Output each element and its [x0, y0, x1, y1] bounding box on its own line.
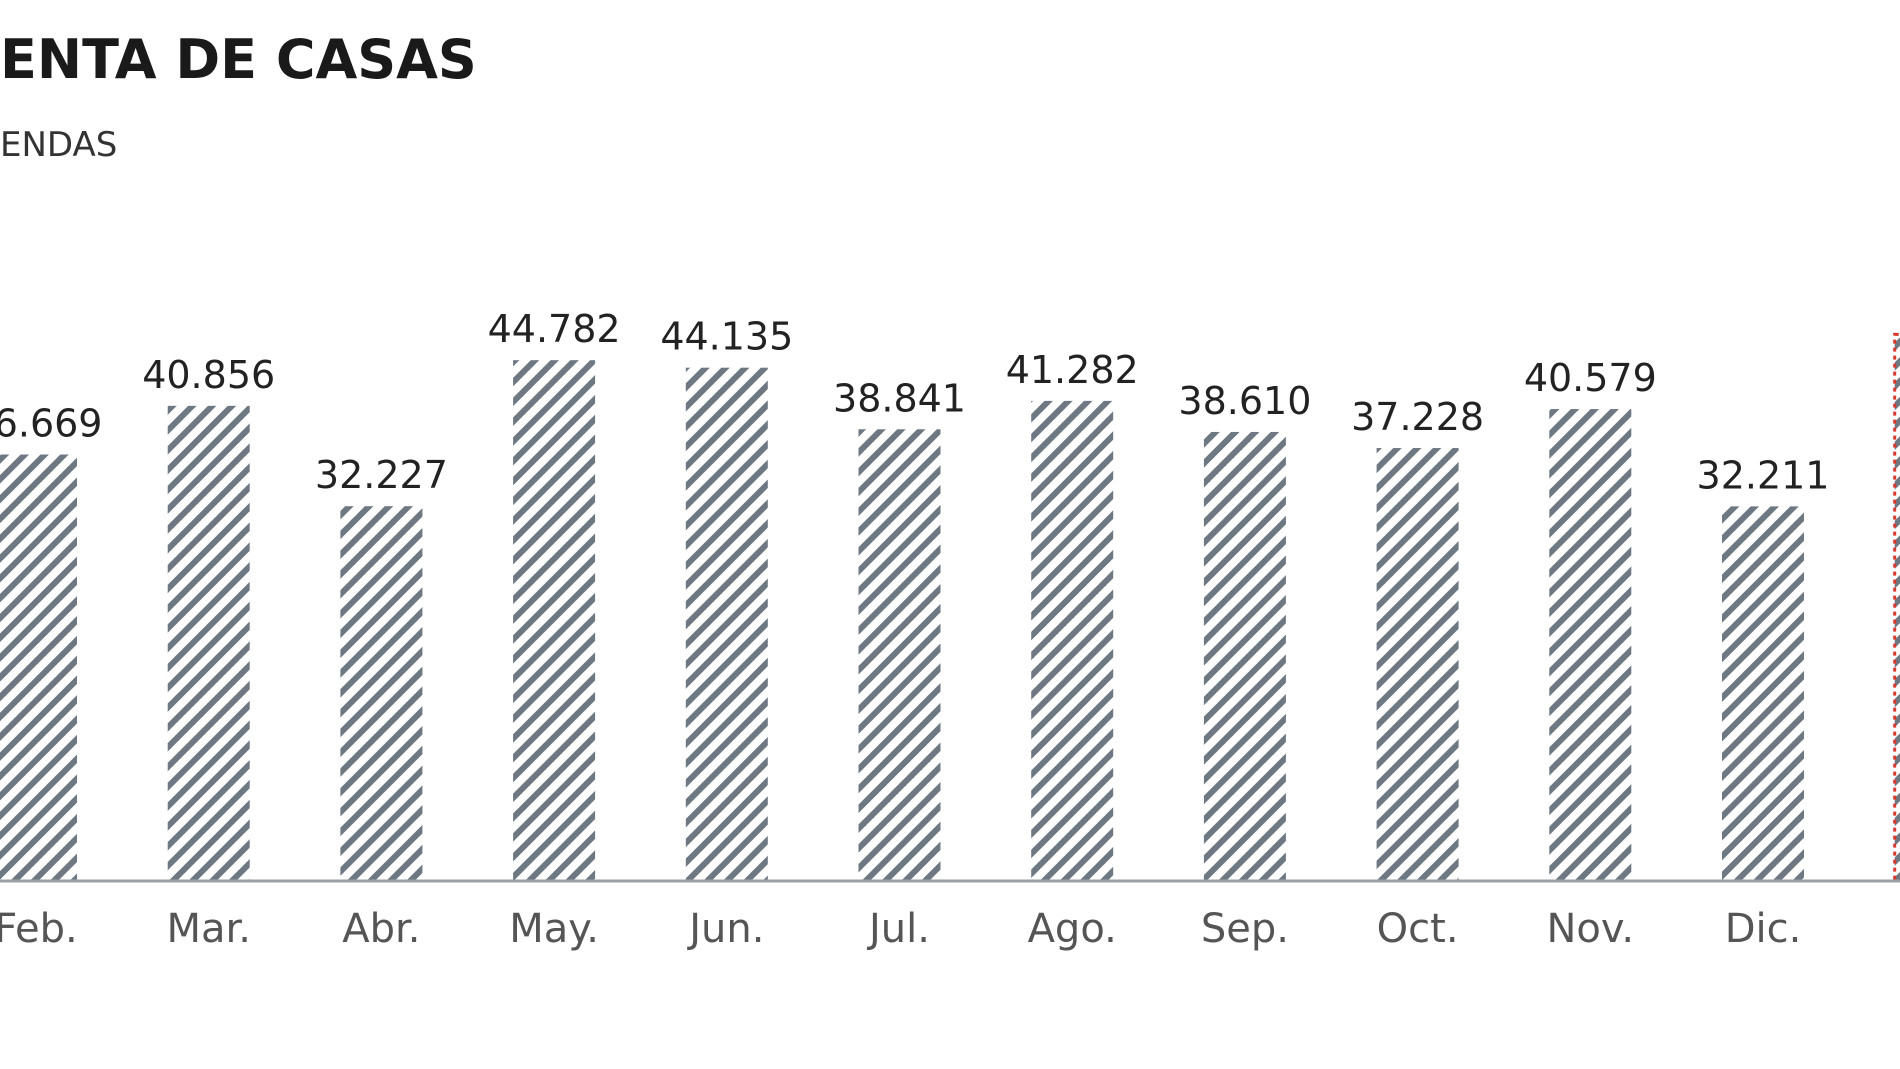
bar: [1031, 400, 1114, 881]
value-label: 37.228: [1351, 395, 1484, 439]
bar: [1203, 431, 1286, 881]
x-tick-label: Abr.: [342, 906, 420, 952]
bar: [1893, 332, 1900, 883]
bar: [1549, 409, 1632, 881]
value-label: 38.841: [833, 376, 966, 420]
x-tick-label: Nov.: [1546, 906, 1634, 952]
value-label: 40.856: [142, 353, 275, 397]
x-tick-label: Sep.: [1201, 906, 1289, 952]
bar: [340, 506, 423, 881]
value-label: 38.610: [1178, 379, 1311, 423]
bar: [1376, 448, 1459, 881]
x-tick-label: Dic.: [1725, 906, 1802, 952]
x-tick-label: Oct.: [1377, 906, 1459, 952]
x-tick-label: May.: [509, 906, 599, 952]
chart-subtitle: ENDAS: [0, 125, 117, 165]
bar: [685, 367, 768, 881]
bar: [167, 405, 250, 881]
bar: [1722, 506, 1804, 881]
value-label: 36.669: [0, 402, 102, 446]
bar: [858, 429, 941, 881]
x-tick-label: Jun.: [686, 906, 764, 952]
bar: [513, 360, 596, 881]
x-tick-label: Jul.: [866, 906, 930, 952]
x-tick-label: Feb.: [0, 906, 78, 952]
value-label: 40.579: [1524, 356, 1657, 400]
value-label: 44.782: [488, 307, 621, 351]
chart-title: ENTA DE CASAS: [0, 28, 477, 91]
x-tick-label: Mar.: [166, 906, 251, 952]
x-tick-label: Ago.: [1028, 906, 1117, 952]
value-label: 44.135: [660, 315, 793, 359]
value-label: 32.211: [1697, 453, 1830, 497]
bar: [0, 454, 77, 881]
value-label: 32.227: [315, 453, 448, 497]
value-label: 41.282: [1006, 348, 1139, 392]
